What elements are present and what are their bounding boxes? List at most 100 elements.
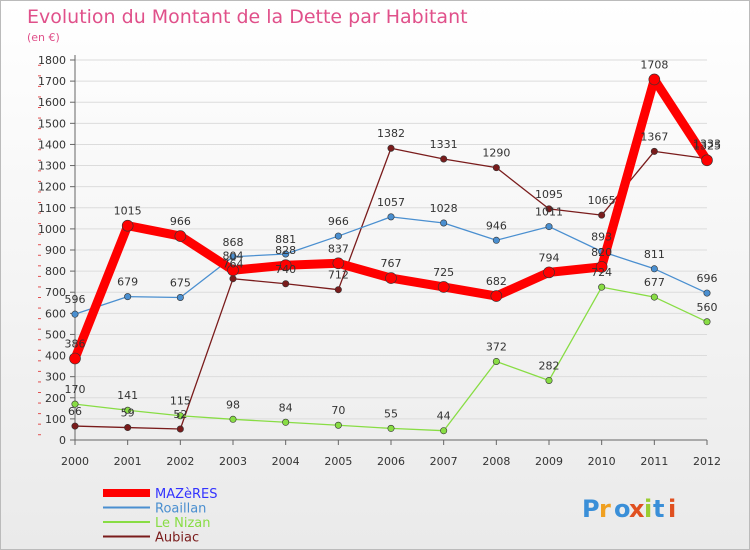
logo-letter: t xyxy=(653,495,664,523)
data-label: 115 xyxy=(170,395,191,408)
y-tick-label: 500 xyxy=(45,328,66,341)
data-label: 712 xyxy=(328,269,349,282)
data-label: 596 xyxy=(65,293,86,306)
data-point xyxy=(385,272,397,284)
data-point xyxy=(176,425,184,433)
data-label: 70 xyxy=(331,404,345,417)
data-label: 682 xyxy=(486,275,507,288)
data-point xyxy=(71,422,79,430)
logo-letter: P xyxy=(582,495,600,523)
series-layer: 66 59 52 764 740 712 1382 1331 1290 1095 1065 1367 1… xyxy=(65,58,721,435)
data-label: 677 xyxy=(644,276,665,289)
data-label: 1382 xyxy=(377,127,405,140)
data-label: 141 xyxy=(117,389,138,402)
data-label: 767 xyxy=(381,257,402,270)
data-point xyxy=(334,286,342,294)
x-tick-label: 2004 xyxy=(272,455,300,468)
data-label: 794 xyxy=(539,251,560,264)
data-label: 386 xyxy=(65,338,86,351)
y-tick-label: 600 xyxy=(45,307,66,320)
data-point xyxy=(124,424,132,432)
data-point xyxy=(650,293,658,301)
logo-letter: x xyxy=(629,495,645,523)
x-tick-label: 2010 xyxy=(588,455,616,468)
data-point xyxy=(703,289,711,297)
data-point xyxy=(124,406,132,414)
data-label: 1325 xyxy=(693,139,721,152)
y-tick-label: 200 xyxy=(45,392,66,405)
grid xyxy=(75,59,707,441)
data-label: 282 xyxy=(539,359,560,372)
data-point xyxy=(282,280,290,288)
data-point xyxy=(69,352,81,365)
x-tick-label: 2008 xyxy=(482,455,510,468)
data-label: 1065 xyxy=(588,194,616,207)
data-point xyxy=(440,155,448,163)
data-label: 52 xyxy=(173,408,187,421)
y-tick-label: 700 xyxy=(45,286,66,299)
y-tick-label: 800 xyxy=(45,265,66,278)
logo-letter: o xyxy=(614,495,631,523)
y-tick-label: 1700 xyxy=(38,75,66,88)
data-label: 724 xyxy=(591,266,612,279)
logo-letter: i xyxy=(644,495,652,523)
data-label: 740 xyxy=(275,263,296,276)
data-label: 98 xyxy=(226,398,240,411)
y-tick-label: 1800 xyxy=(38,54,66,67)
y-tick-label: 900 xyxy=(45,244,66,257)
data-label: 372 xyxy=(486,340,507,353)
chart-subtitle: (en €) xyxy=(27,31,60,44)
data-label: 820 xyxy=(591,246,612,259)
data-label: 868 xyxy=(223,236,244,249)
legend-label: Le Nizan xyxy=(155,516,211,531)
y-tick-label: 1000 xyxy=(38,223,66,236)
data-point xyxy=(229,253,237,261)
x-tick-label: 2000 xyxy=(61,455,89,468)
data-label: 55 xyxy=(384,407,398,420)
legend-label: Aubiac xyxy=(155,531,199,546)
data-point xyxy=(387,213,395,221)
y-tick-label: 1500 xyxy=(38,117,66,130)
data-point xyxy=(124,293,132,301)
data-label: 1367 xyxy=(640,130,668,143)
data-point xyxy=(437,281,450,293)
data-point xyxy=(71,400,79,408)
data-point xyxy=(650,147,658,155)
data-label: 811 xyxy=(644,248,665,261)
data-point xyxy=(545,205,553,213)
data-point xyxy=(492,236,500,244)
data-point xyxy=(332,257,345,270)
chart-title: Evolution du Montant de la Dette par Hab… xyxy=(27,6,468,28)
y-tick-label: 400 xyxy=(45,350,66,363)
data-label: 560 xyxy=(697,301,718,314)
data-point xyxy=(387,424,395,432)
y-tick-label: 1100 xyxy=(38,202,66,215)
data-label: 1708 xyxy=(640,58,668,71)
data-point xyxy=(229,415,237,423)
data-label: 170 xyxy=(65,383,86,396)
data-label: 1331 xyxy=(430,138,458,151)
data-label: 1015 xyxy=(114,205,142,218)
x-tick-label: 2012 xyxy=(693,455,721,468)
data-point xyxy=(279,259,292,272)
x-tick-label: 2011 xyxy=(640,455,668,468)
x-tick-label: 2009 xyxy=(535,455,563,468)
data-point xyxy=(440,219,448,227)
data-point xyxy=(545,223,553,231)
data-label: 675 xyxy=(170,277,191,290)
x-tick-label: 2007 xyxy=(430,455,458,468)
data-label: 1011 xyxy=(535,206,563,219)
data-point xyxy=(176,412,184,420)
data-point xyxy=(121,219,134,232)
y-tick-label: 1600 xyxy=(38,96,66,109)
y-tick-label: 0 xyxy=(59,434,66,447)
data-point xyxy=(387,144,395,152)
data-point xyxy=(650,265,658,273)
data-label: 696 xyxy=(697,272,718,285)
y-tick-label: 100 xyxy=(45,413,66,426)
data-point xyxy=(492,164,500,172)
data-point xyxy=(227,264,239,277)
y-tick-label: 1200 xyxy=(38,181,66,194)
